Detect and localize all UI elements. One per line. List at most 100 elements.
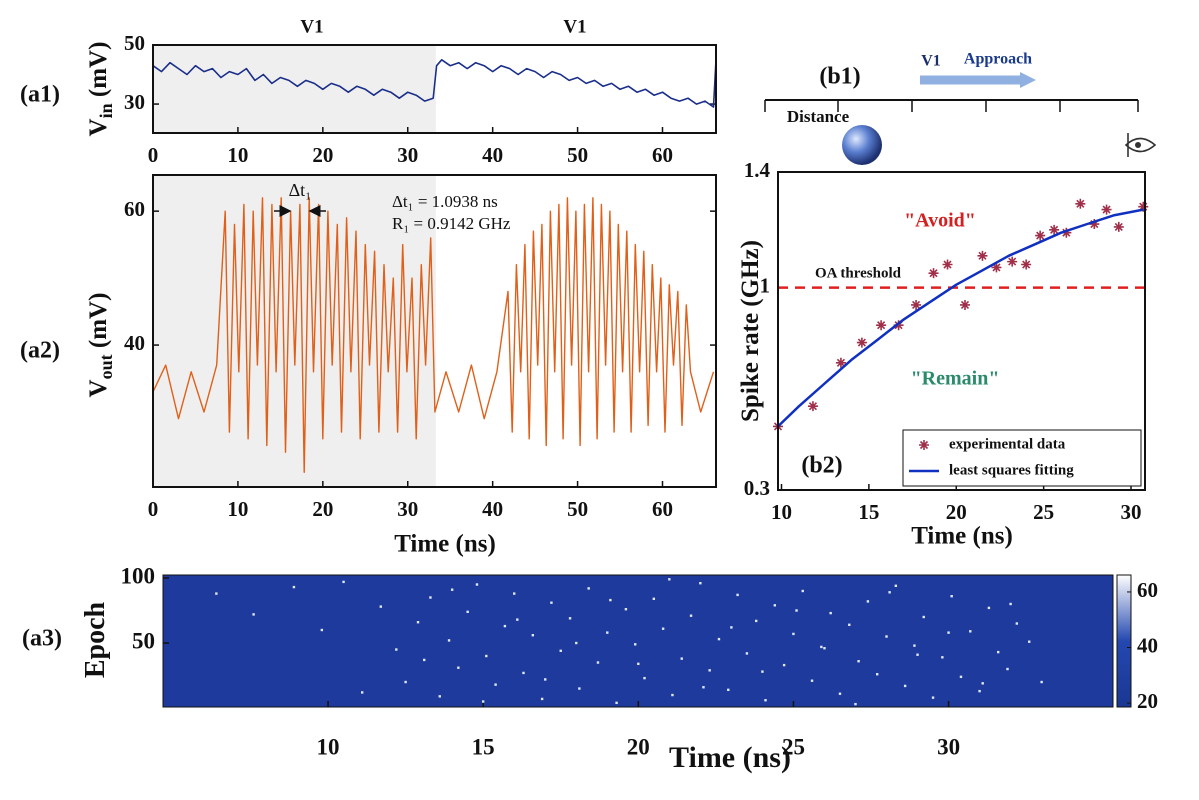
x-axis-label: Time (ns) bbox=[394, 531, 496, 558]
y-tick-label: 50 bbox=[132, 628, 155, 653]
spike-dot bbox=[531, 634, 535, 637]
annotation: R₁ = 0.9142 GHz bbox=[392, 214, 511, 233]
arrow-label: Approach bbox=[964, 51, 1032, 68]
spike-dot bbox=[931, 696, 935, 699]
data-point bbox=[1075, 198, 1086, 209]
spike-dot bbox=[795, 609, 798, 612]
spike-dot bbox=[699, 581, 702, 585]
top-label: V1 bbox=[300, 16, 323, 37]
x-tick-label: 20 bbox=[946, 500, 967, 524]
spike-dot bbox=[457, 666, 460, 669]
object-label: V1 bbox=[921, 53, 941, 70]
spike-dot bbox=[395, 648, 398, 651]
spike-dot bbox=[609, 598, 612, 602]
y-axis-label: Vout (mV) bbox=[85, 293, 116, 398]
data-line bbox=[152, 197, 715, 473]
data-point bbox=[1061, 227, 1072, 238]
x-tick-label: 10 bbox=[227, 497, 248, 521]
y-axis-label-unit: (mV) bbox=[85, 42, 112, 104]
plot-frame bbox=[777, 171, 1146, 491]
interval-label: Δt₁ bbox=[289, 180, 312, 200]
data-point bbox=[1049, 224, 1060, 235]
panel-label: (b1) bbox=[819, 64, 860, 90]
spike-dot bbox=[708, 669, 711, 672]
plot-frame bbox=[152, 44, 717, 134]
spike-dot bbox=[947, 631, 950, 634]
data-point bbox=[959, 299, 970, 310]
y-tick-label: 40 bbox=[124, 331, 145, 355]
spike-dot bbox=[252, 613, 255, 616]
x-tick-label: 20 bbox=[312, 143, 333, 167]
spike-dot bbox=[717, 637, 721, 641]
spike-dot bbox=[997, 650, 1000, 654]
spike-dot bbox=[1028, 640, 1031, 643]
spike-dot bbox=[894, 584, 898, 587]
spike-dot bbox=[801, 589, 804, 593]
y-axis-label-unit: (mV) bbox=[85, 293, 112, 355]
spike-dot bbox=[379, 605, 382, 608]
spike-dot bbox=[606, 631, 609, 634]
y-tick-label: 1.4 bbox=[744, 158, 771, 182]
x-tick-label: 25 bbox=[1033, 500, 1054, 524]
colorbar-tick-label: 60 bbox=[1137, 578, 1158, 602]
legend-marker bbox=[919, 440, 929, 450]
colorbar bbox=[1116, 574, 1132, 708]
panel-label: (a2) bbox=[20, 338, 60, 364]
x-tick-label: 60 bbox=[652, 497, 673, 521]
x-axis-label: Time (ns) bbox=[669, 741, 791, 774]
spike-dot bbox=[475, 583, 479, 586]
spike-dot bbox=[941, 656, 944, 659]
spike-dot bbox=[624, 608, 628, 611]
y-axis-label: Epoch bbox=[80, 601, 111, 678]
spike-dot bbox=[1009, 602, 1012, 606]
spike-dot bbox=[522, 671, 525, 675]
spike-dot bbox=[959, 675, 963, 679]
spike-dot bbox=[987, 606, 991, 610]
spike-dot bbox=[1040, 680, 1043, 684]
spike-dot bbox=[292, 585, 296, 589]
spike-dot bbox=[755, 619, 758, 623]
annotation: Δt₁ = 1.0938 ns bbox=[392, 192, 498, 211]
panel-label: (a1) bbox=[20, 82, 60, 108]
shaded-region bbox=[153, 45, 436, 133]
spike-dot bbox=[782, 663, 786, 667]
legend-box bbox=[902, 429, 1142, 487]
spike-dot bbox=[823, 647, 826, 650]
y-axis-label: Vin (mV) bbox=[85, 42, 116, 137]
x-tick-label: 0 bbox=[148, 143, 159, 167]
spike-dot bbox=[516, 618, 519, 621]
y-tick-label: 50 bbox=[124, 31, 145, 55]
axis-label: Distance bbox=[787, 107, 850, 126]
colorbar-tick-label: 20 bbox=[1137, 689, 1158, 713]
data-point bbox=[991, 262, 1002, 273]
spike-dot bbox=[494, 683, 497, 686]
spike-dot bbox=[792, 632, 795, 636]
spike-dot bbox=[450, 588, 454, 591]
spike-dot bbox=[404, 680, 407, 684]
spike-dot bbox=[761, 670, 764, 673]
y-tick-label: 1 bbox=[760, 273, 771, 297]
spike-dot bbox=[643, 676, 646, 680]
spike-dot bbox=[820, 645, 823, 649]
distance-ticks bbox=[764, 100, 1139, 112]
spike-dot bbox=[634, 643, 637, 646]
data-point bbox=[893, 320, 904, 331]
spike-dot bbox=[466, 610, 469, 614]
plot-frame bbox=[162, 574, 1114, 708]
spike-dot bbox=[668, 578, 671, 581]
remain-label: "Remain" bbox=[911, 368, 1000, 390]
spike-dot bbox=[857, 660, 860, 663]
x-tick-label: 25 bbox=[782, 734, 805, 759]
spike-dot bbox=[671, 693, 674, 697]
colorbar-tick-label: 40 bbox=[1137, 633, 1158, 657]
y-axis-label-sub: in bbox=[96, 103, 116, 118]
x-tick-label: 0 bbox=[148, 497, 159, 521]
spike-dot bbox=[485, 654, 488, 658]
x-tick-label: 30 bbox=[397, 143, 418, 167]
spike-dot bbox=[885, 635, 888, 638]
spike-dot bbox=[587, 587, 590, 590]
panel-label: (a3) bbox=[22, 626, 62, 652]
spike-dot bbox=[360, 691, 364, 694]
legend-label: least squares fitting bbox=[949, 462, 1074, 478]
data-line bbox=[152, 59, 717, 108]
